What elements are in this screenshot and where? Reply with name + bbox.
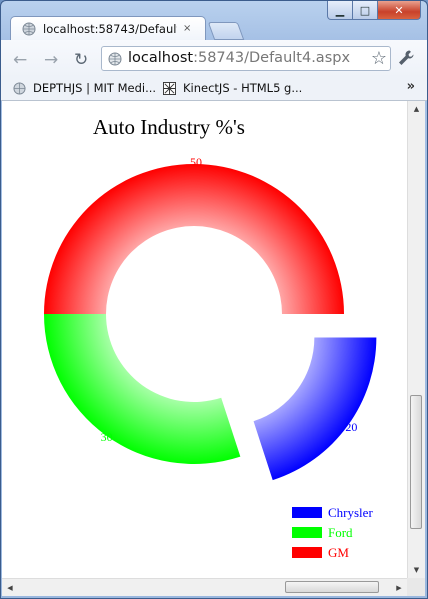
- slice-label-ford: 30: [101, 430, 113, 444]
- wrench-icon: [399, 50, 414, 65]
- maximize-button[interactable]: □: [353, 1, 378, 20]
- legend-swatch-ford: [292, 527, 322, 538]
- kinectjs-favicon-icon: [163, 81, 176, 95]
- address-bar[interactable]: localhost:58743/Default4.aspx ☆: [101, 46, 391, 71]
- scroll-left-button[interactable]: ◀: [7, 583, 13, 592]
- scroll-right-button[interactable]: ▶: [396, 583, 402, 592]
- toolbar: ← → ↻ localhost:58743/Default4.aspx ☆: [1, 40, 427, 78]
- globe-icon: [13, 81, 26, 95]
- chart-title: Auto Industry %'s: [93, 115, 245, 139]
- bookmark-star-icon[interactable]: ☆: [370, 48, 387, 69]
- scroll-down-button[interactable]: ▼: [413, 566, 420, 574]
- slice-label-gm: 50: [190, 155, 202, 169]
- window-controls: ▁ □ ✕: [327, 1, 421, 20]
- url-path: :58743/Default4.aspx: [193, 50, 351, 66]
- donut-chart: Auto Industry %'s 20 30 50 Chrysler Ford GM: [44, 115, 377, 560]
- url-text: localhost:58743/Default4.aspx: [128, 50, 350, 66]
- bookmark-label: KinectJS - HTML5 g...: [183, 81, 303, 95]
- horizontal-scrollbar[interactable]: ◀ ▶: [2, 578, 407, 596]
- slice-label-chrysler: 20: [345, 420, 357, 434]
- tab-close-button[interactable]: ×: [183, 23, 192, 34]
- vertical-scroll-thumb[interactable]: [410, 395, 422, 529]
- page-viewport: Auto Industry %'s 20 30 50 Chrysler Ford GM: [2, 101, 407, 578]
- legend-label-chrysler: Chrysler: [328, 505, 373, 520]
- scrollbar-corner: [407, 578, 425, 596]
- bookmarks-bar: DEPTHJS | MIT Medi... KinectJS - HTML5 g…: [1, 78, 427, 101]
- scroll-up-button[interactable]: ▲: [413, 105, 420, 113]
- back-button[interactable]: ←: [13, 50, 28, 70]
- vertical-scrollbar[interactable]: ▲ ▼: [407, 101, 425, 578]
- wrench-menu-icon[interactable]: [397, 49, 415, 72]
- legend-swatch-gm: [292, 547, 322, 558]
- bookmarks-overflow-icon[interactable]: »: [406, 79, 415, 94]
- page-info-icon[interactable]: [108, 52, 122, 66]
- bookmark-label: DEPTHJS | MIT Medi...: [33, 81, 157, 95]
- slice-gm: [44, 164, 344, 314]
- bookmark-item[interactable]: KinectJS - HTML5 g...: [163, 81, 302, 95]
- bookmark-item[interactable]: DEPTHJS | MIT Medi...: [13, 81, 156, 95]
- new-tab-button[interactable]: [207, 22, 245, 40]
- tab-title: localhost:58743/Default4.as: [43, 21, 177, 36]
- slice-ford: [44, 314, 241, 464]
- url-host: localhost: [128, 50, 194, 66]
- legend-label-ford: Ford: [328, 525, 353, 540]
- horizontal-scroll-thumb[interactable]: [285, 581, 379, 593]
- legend-label-gm: GM: [328, 545, 349, 560]
- browser-tab[interactable]: localhost:58743/Default4.as ×: [10, 16, 206, 40]
- forward-button[interactable]: →: [44, 50, 59, 70]
- slice-chrysler: [253, 337, 377, 481]
- reload-button[interactable]: ↻: [74, 50, 89, 70]
- close-button[interactable]: ✕: [378, 1, 421, 20]
- legend-swatch-chrysler: [292, 507, 322, 518]
- globe-icon: [22, 22, 36, 35]
- minimize-button[interactable]: ▁: [327, 1, 353, 20]
